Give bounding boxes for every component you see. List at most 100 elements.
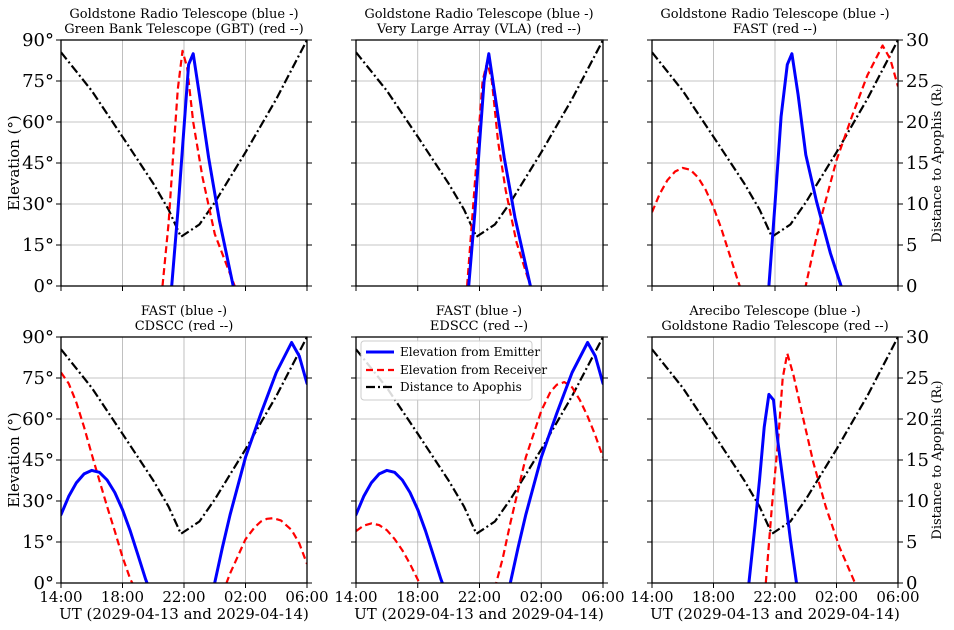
y-tick-label-left: 90° <box>22 30 54 51</box>
y-tick-label-left: 0° <box>34 276 54 297</box>
receiver-elevation-line <box>652 166 741 286</box>
x-axis-label-2: UT (2029-04-13 and 2029-04-14) <box>354 605 604 623</box>
y-tick-label-right: 25 <box>906 368 929 389</box>
panel-4-title-line1: FAST (blue -) <box>141 304 227 319</box>
panel-4-grid <box>60 336 308 584</box>
emitter-elevation-line <box>61 468 149 583</box>
x-tick-label: 02:00 <box>520 588 563 606</box>
panel-1-title-line2: Green Bank Telescope (GBT) (red --) <box>64 22 303 37</box>
panel-3-ticks: 0 5 10 15 20 25 30 <box>647 30 929 297</box>
y-tick-label-right: 30 <box>906 30 929 51</box>
y-tick-label-right: 10 <box>906 194 929 215</box>
y-tick-label-left: 75° <box>22 71 54 92</box>
emitter-elevation-line <box>508 341 603 583</box>
emitter-elevation-line <box>767 52 843 286</box>
distance-line <box>356 40 603 238</box>
panel-5-title-line2: EDSCC (red --) <box>430 319 528 334</box>
panel-6-title-line2: Goldstone Radio Telescope (red --) <box>661 319 888 334</box>
y-tick-label-left: 15° <box>22 235 54 256</box>
x-tick-label: 18:00 <box>396 588 439 606</box>
emitter-elevation-line <box>747 392 798 583</box>
y-tick-label-left: 90° <box>22 327 54 348</box>
y-tick-label-right: 0 <box>906 573 917 594</box>
emitter-elevation-line <box>213 341 307 583</box>
panel-3-plot <box>652 40 898 286</box>
y-tick-label-right: 0 <box>906 276 917 297</box>
x-axis-label-3: UT (2029-04-13 and 2029-04-14) <box>650 605 900 623</box>
panel-3: Goldstone Radio Telescope (blue -) FAST … <box>647 7 929 297</box>
panel-4-ticks: 0° 15° 30° 45° 60° 75° 90° 14:00 18:00 22:00 02:00… <box>22 327 329 606</box>
receiver-elevation-line <box>495 381 603 583</box>
y-tick-label-left: 45° <box>22 153 54 174</box>
x-tick-label: 06:00 <box>581 588 624 606</box>
y-tick-label-left: 60° <box>22 112 54 133</box>
receiver-elevation-line <box>764 352 857 583</box>
emitter-elevation-line <box>356 468 444 583</box>
receiver-elevation-line <box>61 371 134 583</box>
x-tick-label: 14:00 <box>630 588 673 606</box>
x-tick-label: 18:00 <box>101 588 144 606</box>
y-tick-label-right: 20 <box>906 409 929 430</box>
panel-6-title-line1: Arecibo Telescope (blue -) <box>688 304 860 319</box>
y-axis-label-left-bottom: Elevation (°) <box>5 412 23 508</box>
x-tick-label: 22:00 <box>162 588 205 606</box>
panel-3-title-line1: Goldstone Radio Telescope (blue -) <box>660 7 889 22</box>
legend-distance-label: Distance to Apophis <box>400 380 522 394</box>
panel-1-title-line1: Goldstone Radio Telescope (blue -) <box>69 7 298 22</box>
x-axis-label-1: UT (2029-04-13 and 2029-04-14) <box>59 605 309 623</box>
panel-3-grid <box>651 39 899 287</box>
x-tick-label: 22:00 <box>458 588 501 606</box>
y-tick-label-right: 10 <box>906 491 929 512</box>
receiver-elevation-line <box>225 517 307 583</box>
distance-line <box>61 337 307 535</box>
x-tick-label: 22:00 <box>753 588 796 606</box>
x-tick-label: 02:00 <box>224 588 267 606</box>
distance-line <box>356 337 603 535</box>
x-tick-label: 14:00 <box>39 588 82 606</box>
panel-2: Goldstone Radio Telescope (blue -) Very … <box>351 7 608 291</box>
panel-5-plot <box>356 337 603 583</box>
legend-receiver-label: Elevation from Receiver <box>400 363 547 377</box>
panel-1-ticks: 0° 15° 30° 45° 60° 75° 90° <box>22 30 312 297</box>
y-axis-label-right-top: Distance to Apophis (Rₜ) <box>930 83 945 242</box>
emitter-elevation-line <box>170 52 235 286</box>
y-tick-label-left: 30° <box>22 194 54 215</box>
distance-line <box>61 40 307 238</box>
y-tick-label-left: 30° <box>22 491 54 512</box>
panel-6-grid <box>651 336 899 584</box>
panel-6: Arecibo Telescope (blue -) Goldstone Rad… <box>630 304 929 606</box>
panel-1-grid <box>60 39 308 287</box>
x-tick-label: 02:00 <box>815 588 858 606</box>
panel-2-title-line1: Goldstone Radio Telescope (blue -) <box>364 7 593 22</box>
panel-2-title-line2: Very Large Array (VLA) (red --) <box>376 22 581 37</box>
y-tick-label-right: 20 <box>906 112 929 133</box>
y-tick-label-right: 15 <box>906 450 929 471</box>
y-tick-label-left: 45° <box>22 450 54 471</box>
legend: Elevation from Emitter Elevation from Re… <box>360 340 547 401</box>
panel-1-plot <box>61 40 307 286</box>
panel-4-plot <box>61 337 307 583</box>
panel-3-title-line2: FAST (red --) <box>733 22 817 37</box>
y-tick-label-left: 60° <box>22 409 54 430</box>
receiver-elevation-line <box>804 44 898 286</box>
panel-4: FAST (blue -) CDSCC (red --) 0° 15° 30° 45°… <box>22 304 329 606</box>
y-tick-label-right: 25 <box>906 71 929 92</box>
y-tick-label-right: 5 <box>906 532 917 553</box>
y-tick-label-left: 75° <box>22 368 54 389</box>
x-tick-label: 18:00 <box>692 588 735 606</box>
legend-box <box>360 340 533 401</box>
panel-5: FAST (blue -) EDSCC (red --) 14:00 18:00 2… <box>334 304 624 606</box>
x-tick-label: 14:00 <box>334 588 377 606</box>
y-tick-label-right: 15 <box>906 153 929 174</box>
y-axis-label-left-top: Elevation (°) <box>5 115 23 211</box>
panel-5-title-line1: FAST (blue -) <box>436 304 522 319</box>
x-tick-label: 06:00 <box>285 588 328 606</box>
distance-line <box>652 40 898 238</box>
receiver-elevation-line <box>161 49 236 286</box>
emitter-elevation-line <box>467 52 532 286</box>
y-tick-label-right: 30 <box>906 327 929 348</box>
y-tick-label-left: 15° <box>22 532 54 553</box>
distance-line <box>652 337 898 535</box>
panel-6-plot <box>652 337 898 583</box>
